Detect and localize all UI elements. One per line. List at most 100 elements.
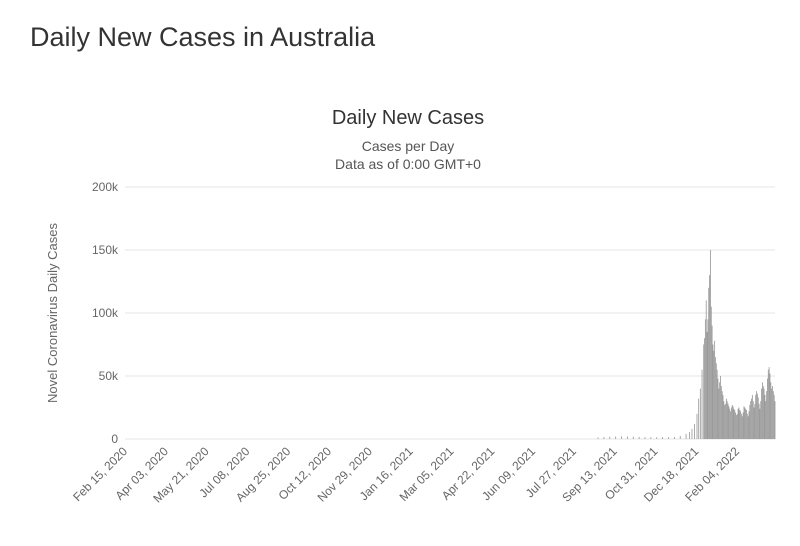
bar	[621, 436, 622, 439]
bar	[656, 437, 658, 439]
y-axis-label: Novel Coronavirus Daily Cases	[45, 223, 60, 403]
bar	[772, 391, 774, 439]
bar	[742, 412, 744, 439]
bar	[763, 388, 765, 439]
bar	[757, 397, 759, 439]
bar	[632, 436, 634, 439]
bar	[638, 436, 640, 439]
bar	[730, 407, 732, 439]
bar	[767, 369, 769, 439]
y-tick-label: 150k	[92, 243, 119, 257]
bar	[708, 287, 710, 439]
bar	[740, 411, 742, 439]
bar	[699, 388, 701, 439]
bar	[724, 404, 726, 439]
bar	[750, 401, 752, 439]
bar	[704, 319, 706, 439]
bar	[725, 403, 726, 439]
bar	[715, 363, 717, 439]
bar	[603, 436, 605, 439]
bar	[730, 411, 731, 439]
bar	[746, 410, 747, 439]
bar	[736, 415, 737, 439]
bar	[761, 388, 762, 439]
bar	[749, 404, 751, 439]
bar	[732, 406, 734, 439]
bar	[735, 412, 736, 439]
y-tick-label: 50k	[99, 369, 119, 383]
bar	[752, 401, 754, 439]
bar	[741, 416, 743, 439]
page-title: Daily New Cases in Australia	[30, 22, 376, 52]
bar	[743, 406, 745, 439]
bar	[713, 350, 715, 439]
bar	[703, 344, 705, 439]
chart-title: Daily New Cases	[332, 107, 484, 129]
bar	[762, 382, 763, 439]
bar	[748, 411, 750, 439]
bar	[737, 408, 739, 439]
bar	[771, 388, 773, 439]
bar	[691, 428, 693, 439]
bar	[710, 306, 712, 439]
bar	[741, 413, 742, 439]
bar	[760, 401, 762, 439]
y-tick-label: 200k	[92, 180, 119, 194]
chart-subtitle-1: Cases per Day	[362, 138, 455, 154]
bar	[715, 357, 716, 439]
bar	[756, 391, 757, 439]
bar	[765, 401, 767, 439]
bar	[668, 437, 669, 439]
bar	[770, 382, 772, 439]
bar	[744, 407, 746, 439]
y-tick-label: 100k	[92, 306, 119, 320]
bar	[736, 413, 738, 439]
bar	[762, 386, 764, 439]
bar	[767, 378, 768, 439]
bar	[714, 340, 716, 439]
bar	[751, 398, 752, 439]
bar	[704, 338, 705, 439]
bar	[725, 398, 727, 439]
grid-layer: 0 50k 100k 150k 200k	[92, 180, 775, 446]
bar	[721, 391, 723, 439]
bar	[717, 378, 719, 439]
bar	[609, 436, 611, 439]
bar	[719, 382, 721, 439]
bar	[754, 403, 756, 439]
bar	[728, 406, 730, 439]
bar	[679, 435, 681, 439]
bar	[755, 394, 757, 439]
bar	[712, 344, 714, 439]
bar	[729, 408, 731, 439]
bar	[727, 403, 729, 439]
bar	[769, 373, 771, 439]
bar	[701, 369, 703, 439]
bar	[720, 376, 721, 439]
bar	[773, 394, 775, 439]
bar	[734, 410, 736, 439]
bar	[731, 404, 733, 439]
bar	[733, 408, 735, 439]
bar	[673, 436, 675, 439]
bars-layer	[597, 250, 776, 439]
bar	[747, 416, 749, 439]
bar	[705, 300, 707, 439]
bar	[662, 437, 664, 439]
bar	[597, 437, 599, 439]
bar	[706, 331, 708, 439]
y-tick-label: 0	[111, 432, 118, 446]
bar	[764, 394, 766, 439]
bar	[766, 391, 768, 439]
bar	[644, 437, 646, 439]
bar	[694, 423, 695, 439]
bar	[710, 250, 711, 439]
bar	[626, 436, 628, 439]
bar	[726, 401, 728, 439]
bar	[698, 398, 700, 439]
bar	[696, 413, 698, 439]
bar	[768, 367, 770, 439]
bar	[746, 413, 748, 439]
